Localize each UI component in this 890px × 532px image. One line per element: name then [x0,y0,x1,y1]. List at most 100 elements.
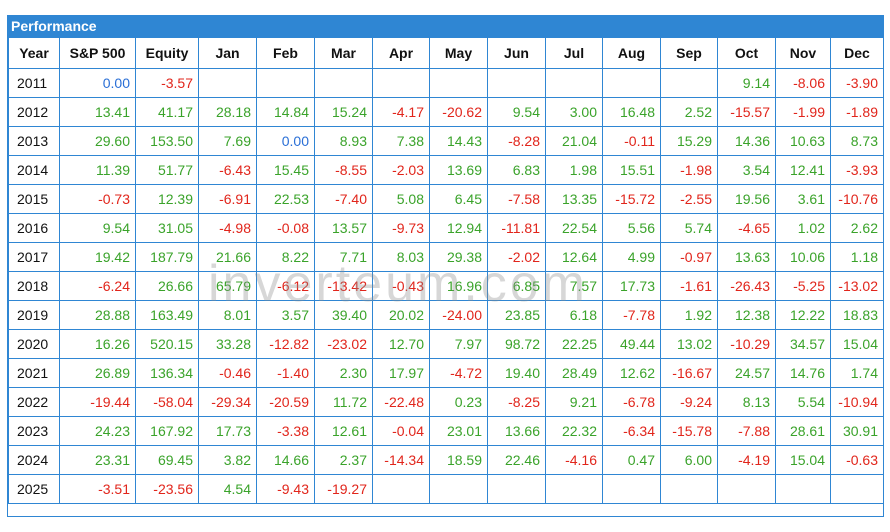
performance-table: Year S&P 500 Equity Jan Feb Mar Apr May Jun Jul Au… [8,37,884,504]
value-cell: -19.27 [314,474,373,504]
value-cell: 69.45 [135,445,199,475]
table-body: 2011 0.00 -3.57 9.14 -8.06 -3.90 2012 13.41 41.1… [8,68,884,504]
value-cell: 4.54 [198,474,257,504]
performance-panel: Performance Year S&P 500 Equity Jan Feb Mar Ap… [7,15,884,517]
year-cell: 2022 [8,387,60,417]
value-cell: 14.66 [256,445,315,475]
value-cell: 21.66 [198,242,257,272]
table-row: 2023 24.23 167.92 17.73 -3.38 12.61 -0.04 23.01… [8,416,884,446]
value-cell: -3.38 [256,416,315,446]
value-cell: -16.67 [660,358,718,388]
value-cell: 29.60 [59,126,136,156]
value-cell: 12.39 [135,184,199,214]
value-cell: -8.06 [775,68,831,98]
value-cell: -7.40 [314,184,373,214]
value-cell: 167.92 [135,416,199,446]
value-cell [372,68,430,98]
value-cell: 21.04 [545,126,603,156]
value-cell: -4.19 [717,445,776,475]
value-cell: -23.56 [135,474,199,504]
value-cell: -0.43 [372,271,430,301]
value-cell: -3.90 [830,68,884,98]
value-cell: 12.38 [717,300,776,330]
column-header: Apr [372,37,430,69]
value-cell: -2.02 [487,242,546,272]
value-cell: -4.65 [717,213,776,243]
column-header: Year [8,37,60,69]
value-cell: 28.49 [545,358,603,388]
value-cell: 12.22 [775,300,831,330]
column-header: Sep [660,37,718,69]
value-cell [660,474,718,504]
value-cell: -10.76 [830,184,884,214]
value-cell: 26.66 [135,271,199,301]
value-cell: -2.55 [660,184,718,214]
table-row: 2012 13.41 41.17 28.18 14.84 15.24 -4.17 -20.62… [8,97,884,127]
value-cell [717,474,776,504]
value-cell: 23.31 [59,445,136,475]
value-cell: 9.54 [59,213,136,243]
value-cell: 17.73 [198,416,257,446]
value-cell: -8.28 [487,126,546,156]
table-row: 2021 26.89 136.34 -0.46 -1.40 2.30 17.97 -4.72 1… [8,358,884,388]
column-header: Jun [487,37,546,69]
value-cell: 49.44 [602,329,661,359]
value-cell: 39.40 [314,300,373,330]
value-cell: 65.79 [198,271,257,301]
table-row: 2014 11.39 51.77 -6.43 15.45 -8.55 -2.03 13.69 6… [8,155,884,185]
value-cell: -3.51 [59,474,136,504]
value-cell: -9.43 [256,474,315,504]
value-cell: -22.48 [372,387,430,417]
value-cell [602,68,661,98]
value-cell: -7.88 [717,416,776,446]
value-cell: 13.02 [660,329,718,359]
value-cell: -13.02 [830,271,884,301]
value-cell: 12.64 [545,242,603,272]
value-cell: 5.74 [660,213,718,243]
value-cell: 23.85 [487,300,546,330]
value-cell: 9.14 [717,68,776,98]
value-cell: 20.02 [372,300,430,330]
value-cell: 30.91 [830,416,884,446]
value-cell: -58.04 [135,387,199,417]
value-cell: -3.57 [135,68,199,98]
value-cell: 12.62 [602,358,661,388]
value-cell: 31.05 [135,213,199,243]
value-cell: 11.39 [59,155,136,185]
value-cell: 1.98 [545,155,603,185]
value-cell: 2.30 [314,358,373,388]
value-cell: 8.03 [372,242,430,272]
value-cell: -26.43 [717,271,776,301]
value-cell: 8.01 [198,300,257,330]
value-cell: -4.72 [429,358,488,388]
value-cell: -7.78 [602,300,661,330]
value-cell: 5.54 [775,387,831,417]
table-row: 2017 19.42 187.79 21.66 8.22 7.71 8.03 29.38 -2.… [8,242,884,272]
value-cell: 3.82 [198,445,257,475]
value-cell: -6.78 [602,387,661,417]
table-row: 2015 -0.73 12.39 -6.91 22.53 -7.40 5.08 6.45 -7.… [8,184,884,214]
value-cell [429,68,488,98]
table-row: 2020 16.26 520.15 33.28 -12.82 -23.02 12.70 7.9… [8,329,884,359]
value-cell: -12.82 [256,329,315,359]
value-cell: -29.34 [198,387,257,417]
value-cell: 1.74 [830,358,884,388]
value-cell: -1.99 [775,97,831,127]
value-cell: -6.43 [198,155,257,185]
value-cell: 22.54 [545,213,603,243]
value-cell: 14.36 [717,126,776,156]
value-cell: 10.63 [775,126,831,156]
value-cell: 41.17 [135,97,199,127]
value-cell: 19.40 [487,358,546,388]
value-cell: 34.57 [775,329,831,359]
value-cell: 9.54 [487,97,546,127]
value-cell: 15.04 [775,445,831,475]
value-cell: 12.94 [429,213,488,243]
value-cell: 28.88 [59,300,136,330]
value-cell: -8.55 [314,155,373,185]
value-cell: 2.62 [830,213,884,243]
value-cell: -0.11 [602,126,661,156]
column-header: S&P 500 [59,37,136,69]
value-cell: 0.47 [602,445,661,475]
table-row: 2013 29.60 153.50 7.69 0.00 8.93 7.38 14.43 -8.2… [8,126,884,156]
